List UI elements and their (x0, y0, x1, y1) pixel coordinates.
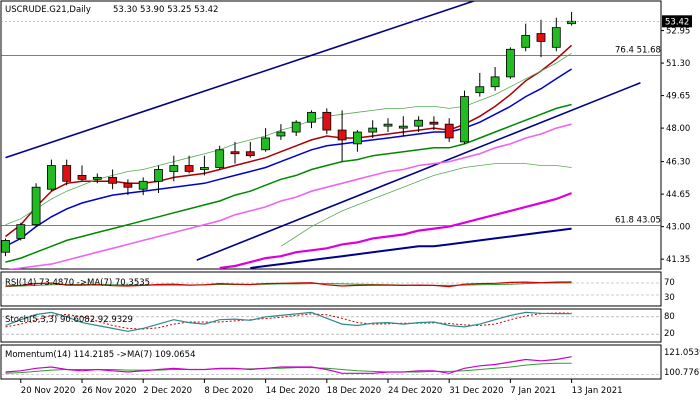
stoch-signal-line (5, 312, 572, 330)
fib-label-1: 61.8 43.05 (615, 216, 661, 226)
series-line-ma-pink (6, 123, 572, 269)
rsi-label: RSI(14) 73.4870 ->MA(7) 70.3535 (5, 278, 150, 288)
candle-body (154, 169, 163, 182)
price-tick-label: 46.30 (666, 158, 690, 168)
series-line-ma-red (5, 44, 573, 238)
candle-body (108, 176, 117, 184)
price-layer (1, 1, 661, 269)
chart-symbol: USCRUDE.G21,Daily (5, 5, 91, 15)
rsi-panel-frame (0, 271, 662, 307)
rsi-line (5, 281, 572, 288)
candle-body (490, 76, 500, 88)
price-tick-label: 48.00 (666, 124, 690, 134)
fib-label-0: 76.4 51.68 (615, 46, 661, 56)
candle-body (138, 180, 148, 190)
momentum-tick-high: 121.0539 (664, 348, 700, 358)
candle-body (215, 149, 225, 168)
price-tick-label: 44.65 (666, 190, 690, 200)
candle-body (1, 240, 10, 253)
price-panel-frame (0, 0, 662, 270)
channel-line-upper (5, 1, 477, 159)
momentum-label: Momentum(14) 114.2185 ->MA(7) 109.0654 (5, 350, 195, 360)
candle-body (276, 131, 286, 137)
candle-body (337, 129, 347, 141)
series-line-ma-navy (250, 227, 572, 269)
candle-body (77, 174, 87, 180)
x-tick-label: 7 Jan 2021 (510, 386, 556, 396)
candle-body (429, 121, 439, 125)
candle-body (352, 131, 362, 145)
stoch-layer (1, 311, 661, 335)
momentum-panel-frame (0, 344, 662, 380)
candle-body (551, 27, 561, 48)
rsi-tick-70: 70 (664, 278, 675, 288)
candle-body (368, 127, 378, 133)
candle-body (245, 151, 255, 157)
x-tick-label: 13 Jan 2021 (572, 386, 623, 396)
candle-body (307, 111, 316, 123)
stoch-tick-80: 80 (664, 312, 675, 322)
price-tick-label: 41.35 (666, 255, 690, 265)
current-price-box (662, 15, 692, 28)
candle-body (460, 96, 469, 143)
series-line-ma-blue (5, 68, 573, 247)
rsi-tick-30: 30 (664, 293, 675, 303)
candle-body (199, 167, 209, 170)
series-line-ma-thin-green (280, 163, 572, 247)
price-tick-label: 43.00 (666, 223, 690, 233)
current-price-label: 53.42 (665, 17, 689, 27)
price-tick-label: 49.65 (666, 92, 690, 102)
x-tick-label: 26 Nov 2020 (82, 386, 136, 396)
candle-body (47, 165, 56, 190)
candle-body (521, 35, 531, 48)
x-tick-label: 2 Dec 2020 (143, 386, 192, 396)
candle-body (184, 165, 194, 172)
candle-body (414, 119, 424, 127)
candle-body (444, 123, 454, 139)
candle-body (383, 123, 393, 127)
x-tick-label: 31 Dec 2020 (449, 386, 503, 396)
candle-body (536, 33, 546, 42)
candle-body (62, 165, 72, 182)
candle-body (123, 182, 133, 188)
price-tick-label: 51.30 (666, 59, 690, 69)
x-tick-label: 14 Dec 2020 (266, 386, 320, 396)
candle-body (261, 137, 271, 151)
momentum-line (5, 356, 572, 374)
candle-body (567, 20, 576, 25)
rsi-layer (1, 281, 661, 296)
x-tick-label: 20 Nov 2020 (21, 386, 75, 396)
x-tick-label: 24 Dec 2020 (388, 386, 442, 396)
candle-body (398, 125, 408, 129)
momentum-layer (1, 356, 661, 375)
candle-body (322, 111, 332, 131)
channel-line-lower (196, 82, 641, 261)
price-tick-label: 52.95 (666, 27, 690, 37)
series-line-ma-green (5, 103, 572, 263)
candle-body (92, 176, 102, 180)
candle-body (475, 86, 485, 94)
stoch-main-line (5, 311, 572, 332)
x-tick-label: 18 Dec 2020 (327, 386, 381, 396)
stoch-label: Stoch(5,3,3) 90.6082 92.9329 (5, 315, 133, 325)
candle-body (31, 186, 41, 226)
x-tick-label: 8 Dec 2020 (204, 386, 253, 396)
candle-body (505, 48, 515, 78)
chart-ohlc: 53.30 53.90 53.25 53.42 (113, 5, 218, 15)
candle-body (16, 224, 26, 239)
stoch-tick-20: 20 (664, 329, 675, 339)
candle-body (169, 165, 179, 172)
candle-body (291, 121, 301, 133)
candle-body (230, 151, 240, 155)
series-line-ma-magenta (219, 192, 572, 269)
